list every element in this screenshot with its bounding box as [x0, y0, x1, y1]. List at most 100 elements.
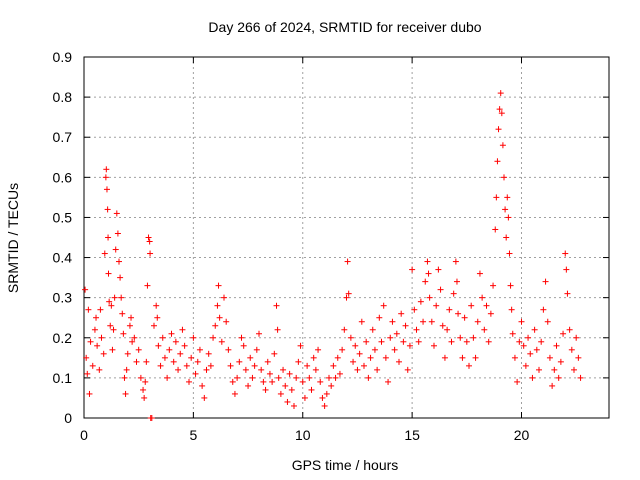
data-point	[124, 350, 131, 357]
data-point	[437, 286, 444, 293]
data-point	[564, 290, 571, 297]
data-point	[417, 298, 424, 305]
data-point	[336, 370, 343, 377]
data-point	[253, 346, 260, 353]
data-point	[527, 350, 534, 357]
data-point	[192, 370, 199, 377]
data-point	[504, 194, 511, 201]
data-point	[508, 306, 515, 313]
data-point	[339, 346, 346, 353]
data-point	[352, 342, 359, 349]
data-point	[483, 302, 490, 309]
data-point	[562, 250, 569, 257]
data-point	[511, 354, 518, 361]
data-point	[485, 338, 492, 345]
data-point	[117, 274, 124, 281]
data-point	[341, 326, 348, 333]
data-point	[236, 358, 243, 365]
data-point	[350, 358, 357, 365]
data-point	[492, 226, 499, 233]
data-point	[164, 374, 171, 381]
data-point	[280, 366, 287, 373]
data-point	[493, 194, 500, 201]
data-point	[533, 346, 540, 353]
data-point	[455, 310, 462, 317]
data-point	[369, 326, 376, 333]
data-point	[214, 302, 221, 309]
data-point	[146, 238, 153, 245]
data-point	[181, 342, 188, 349]
data-point	[87, 338, 94, 345]
data-point	[310, 354, 317, 361]
data-point	[505, 214, 512, 221]
x-axis-title: GPS time / hours	[292, 457, 399, 473]
data-point	[221, 294, 227, 301]
data-point	[376, 314, 383, 321]
data-point	[435, 266, 442, 273]
data-point	[119, 310, 126, 317]
data-point	[218, 338, 225, 345]
data-point	[568, 346, 575, 353]
data-point	[114, 230, 121, 237]
data-point	[514, 378, 521, 385]
data-point	[400, 338, 407, 345]
data-point	[391, 346, 398, 353]
y-tick-label: 0.5	[53, 209, 73, 225]
data-point	[247, 354, 254, 361]
data-point	[393, 330, 400, 337]
data-point	[470, 334, 477, 341]
data-point	[106, 298, 113, 305]
data-point	[225, 346, 232, 353]
data-point	[472, 354, 479, 361]
data-point	[240, 342, 247, 349]
data-point	[143, 358, 150, 365]
data-point	[86, 390, 93, 397]
data-point	[538, 338, 545, 345]
data-point	[231, 390, 238, 397]
data-point	[105, 270, 112, 277]
data-point	[113, 210, 120, 217]
y-axis-title: SRMTID / TECUs	[5, 183, 21, 293]
data-point	[207, 362, 214, 369]
data-point	[406, 342, 413, 349]
data-point	[328, 382, 335, 389]
data-point	[131, 334, 138, 341]
data-point	[234, 374, 241, 381]
data-point	[151, 322, 157, 329]
data-point	[323, 390, 330, 397]
data-point	[518, 318, 525, 325]
data-point	[286, 370, 293, 377]
data-point	[118, 294, 125, 301]
data-point	[463, 338, 470, 345]
data-point	[371, 346, 378, 353]
data-point	[525, 334, 532, 341]
data-point	[93, 314, 100, 321]
data-point	[258, 366, 265, 373]
data-point	[282, 382, 289, 389]
data-point	[509, 330, 516, 337]
data-point	[446, 306, 453, 313]
x-tick-label: 5	[189, 427, 197, 443]
data-point	[450, 290, 457, 297]
data-point	[404, 366, 411, 373]
data-point	[553, 342, 560, 349]
data-point	[345, 290, 352, 297]
data-point	[312, 366, 319, 373]
y-tick-label: 0.8	[53, 89, 73, 105]
data-point	[274, 326, 281, 333]
data-point	[301, 394, 308, 401]
data-point	[330, 362, 337, 369]
x-tick-label: 0	[80, 427, 88, 443]
data-point	[83, 354, 90, 361]
data-point	[433, 302, 440, 309]
data-point	[546, 354, 553, 361]
data-point	[172, 338, 179, 345]
data-point	[448, 338, 455, 345]
x-tick-label: 20	[514, 427, 530, 443]
data-point	[205, 350, 212, 357]
data-point	[203, 366, 210, 373]
data-point	[102, 174, 109, 181]
data-point	[120, 330, 127, 337]
data-point	[459, 354, 466, 361]
